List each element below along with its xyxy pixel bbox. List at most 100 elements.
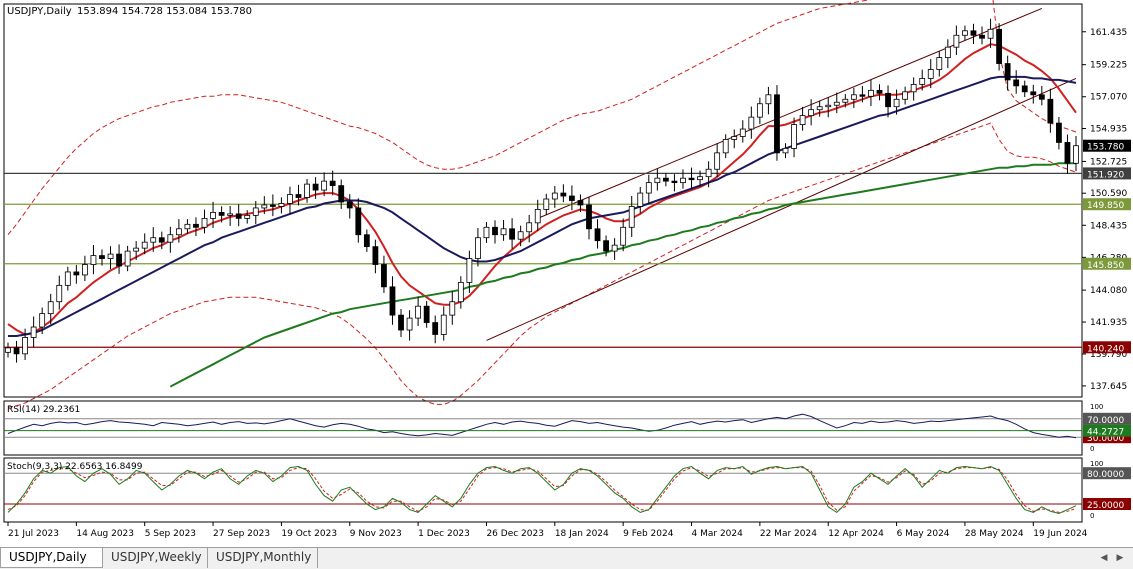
candle-body [1047,98,1054,124]
tab-usdjpy-daily[interactable]: USDJPY,Daily [0,548,103,568]
time-axis: 21 Jul 2023 14 Aug 2023 5 Sep 2023 27 Sep 2… [4,521,1088,539]
rsi-pane-frame [3,400,1083,456]
candle-body [372,246,379,265]
stochastic-scale-label: 100 [1090,460,1103,468]
candle-body [500,228,507,236]
candle-body [440,314,447,335]
time-tick-label: 9 Nov 2023 [350,529,402,539]
candle-body [22,337,28,355]
candle-body [381,264,387,288]
candle-body [167,234,174,243]
candle-body [842,98,849,103]
price-tick-label: 159.225 [1090,61,1127,71]
moving-average-line-1 [7,43,1077,336]
candle-body [594,228,601,242]
candle-body [662,177,669,182]
price-tick-label: 144.080 [1090,286,1127,296]
price-tick-label: 148.435 [1090,221,1127,231]
candle-body [1021,85,1028,93]
candle-body [927,69,934,79]
candle-body [586,204,592,230]
candle-body [919,78,926,85]
time-tick-label: 21 Jul 2023 [8,529,59,539]
candle-body [714,152,721,170]
price-tick-label: 161.435 [1090,28,1127,38]
moving-average-line-2 [8,75,1077,337]
tab-usdjpy-monthly[interactable]: USDJPY,Monthly [208,548,318,568]
candle-body [577,200,584,206]
candle-body [996,28,1003,64]
rsi-scale-label: 0 [1090,445,1094,453]
candle-body [321,180,328,191]
scroll-left-icon[interactable]: ◀ [1100,553,1108,563]
candle-body [193,223,199,228]
candle-body [970,30,977,36]
stochastic-level-tag-box [1083,498,1131,510]
rsi-pane[interactable]: 70.0000 30.0000 100 0 44.2727 [3,400,1131,456]
stochastic-level-tag: 80.0000 [1087,470,1124,480]
candle-body [569,195,575,201]
candle-body [107,253,114,259]
tab-usdjpy-weekly[interactable]: USDJPY,Weekly [103,548,208,568]
level-price-tag-box [1083,198,1131,211]
candle-body [637,192,644,207]
time-tick-label: 1 Dec 2023 [418,529,470,539]
time-tick-label: 4 Mar 2024 [692,529,744,539]
candle-body [227,213,234,216]
candle-body [150,237,157,243]
price-tick-label: 150.590 [1090,189,1127,199]
candle-body [902,91,909,100]
level-price-tag: 145.850 [1087,261,1124,271]
candle-body [979,34,985,39]
candle-body [13,347,20,355]
candle-body [808,109,815,117]
candle-body [90,255,97,265]
candle-body [218,212,225,216]
candle-body [517,231,524,240]
candle-body [184,223,191,230]
candle-body [987,28,994,39]
candle-body [799,115,806,125]
candle-body [483,226,490,239]
stochastic-level-tag-box [1083,467,1131,480]
candle-body [5,347,11,353]
candle-body [833,101,840,106]
candle-body [175,228,182,236]
candle-body [363,234,370,248]
candle-body [338,185,345,203]
candle-body [1038,94,1045,100]
level-price-tag-box [1083,341,1131,354]
candle-body [423,305,430,323]
time-tick-label: 6 May 2024 [897,529,950,539]
candle-body [278,203,285,207]
candle-body [654,177,661,184]
candle-body [791,124,797,149]
candle-body [697,176,703,181]
candle-body [64,271,71,286]
candle-body [346,201,353,209]
price-tick-label: 154.935 [1090,125,1127,135]
candle-body [81,264,88,276]
channel-lower-line[interactable] [486,77,1077,341]
chart-area[interactable]: 161.435 159.225 157.070 154.935 152.725 150.5… [0,0,1133,547]
candle-body [252,207,259,216]
candle-body [398,314,404,331]
upper-band-line [7,0,1077,236]
time-tick-label: 22 Mar 2024 [760,529,817,539]
candle-body [671,180,678,184]
scroll-right-icon[interactable]: ▶ [1116,553,1124,563]
price-pane[interactable]: 161.435 159.225 157.070 154.935 152.725 150.5… [3,0,1131,408]
rsi-label: RSI(14) 29.2361 [7,405,80,415]
time-tick-label: 18 Jan 2024 [555,529,609,539]
candle-body [1013,79,1020,87]
candle-body [269,204,276,207]
price-tick-label: 152.725 [1090,157,1127,167]
candle-body [124,250,131,267]
candle-body [782,147,789,154]
candle-body [449,301,456,316]
candle-body [774,94,780,154]
lower-band-line [7,122,1077,408]
candle-body [158,237,165,243]
candle-body [355,207,362,236]
candle-body [1073,145,1079,164]
